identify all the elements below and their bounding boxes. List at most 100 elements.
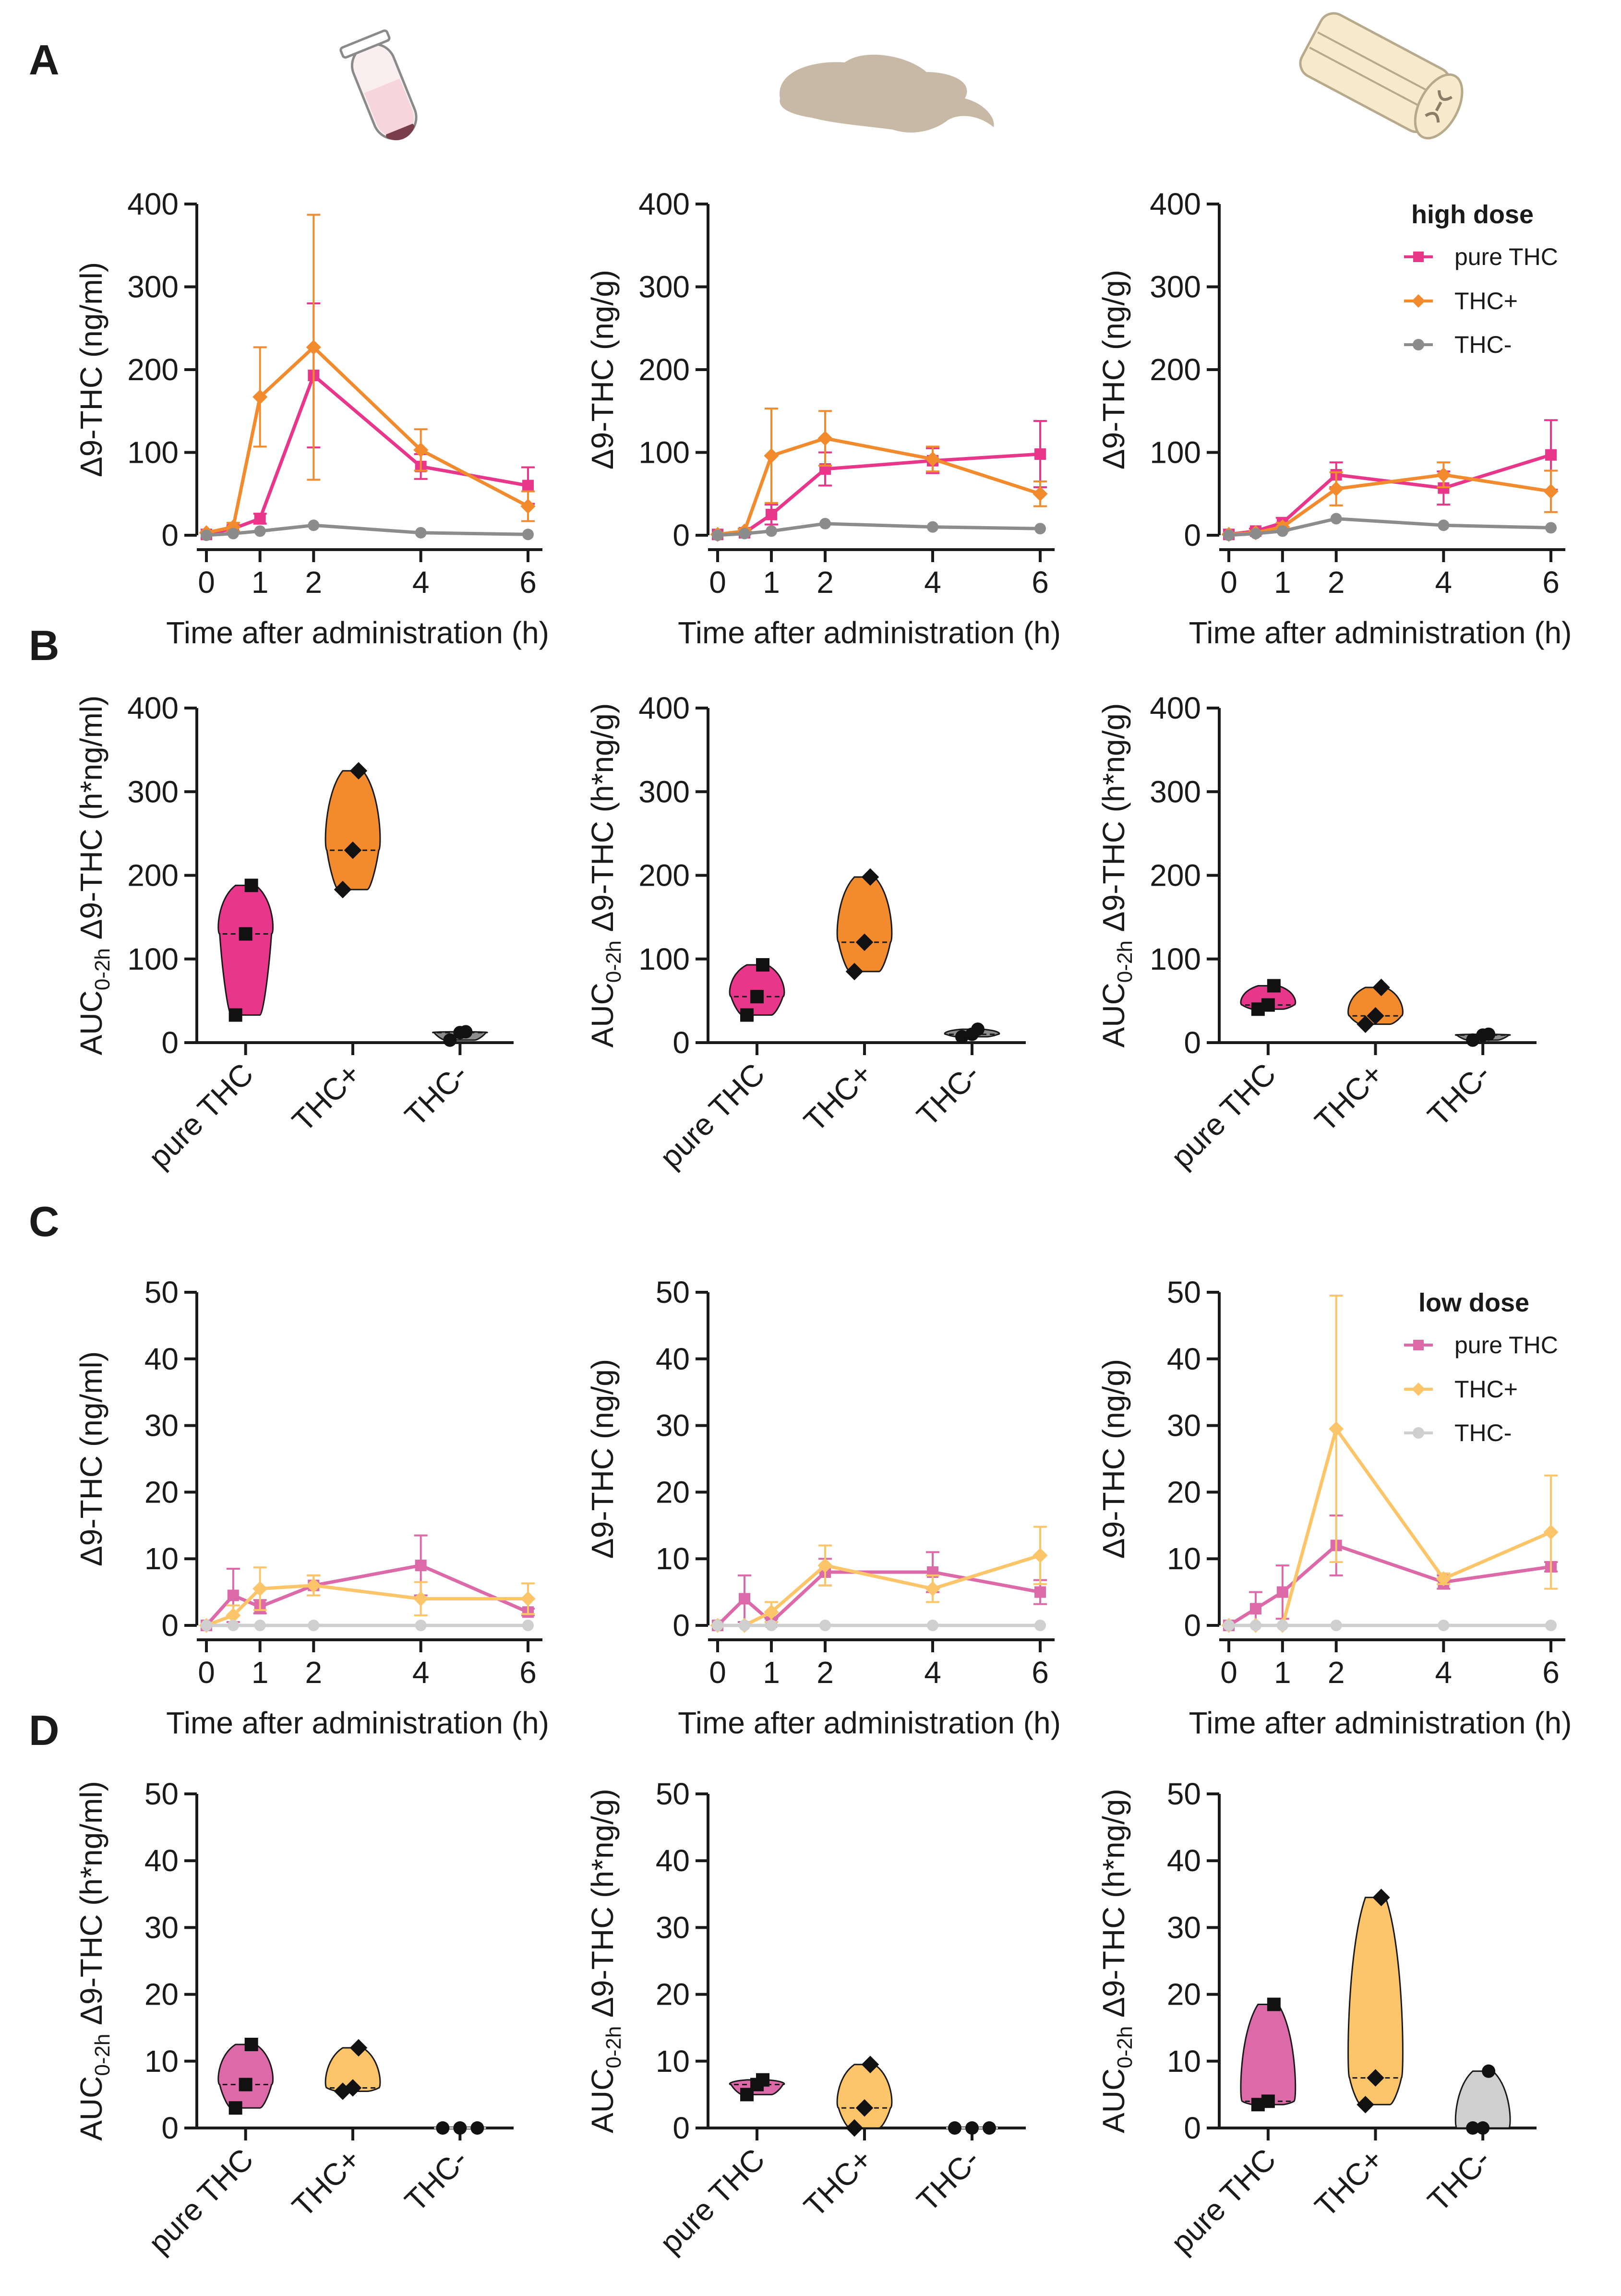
x-tick-label: THC- — [910, 1057, 986, 1133]
data-point — [344, 2079, 362, 2097]
y-tick-label: 20 — [1167, 1475, 1201, 1509]
data-point — [1330, 1620, 1342, 1631]
x-tick-label: 4 — [1435, 565, 1453, 600]
y-tick-label: 0 — [672, 1025, 690, 1060]
data-point — [1261, 998, 1275, 1012]
series-thc-minus — [1223, 1620, 1557, 1631]
chart-A3: 0 100 200 300 400 0 1 2 4 6 Time after administrat… — [1096, 187, 1572, 650]
data-point — [415, 1620, 427, 1631]
y-tick-label: 40 — [1167, 1843, 1201, 1878]
data-point — [925, 1581, 940, 1597]
data-point — [1034, 1586, 1046, 1598]
y-tick-label: 300 — [638, 774, 690, 809]
y-tick-label: 100 — [638, 942, 690, 976]
data-point — [1367, 1007, 1384, 1025]
x-tick-label: 2 — [305, 1655, 323, 1690]
y-tick-label: 10 — [656, 1541, 690, 1576]
y-tick-label: 0 — [672, 1608, 690, 1643]
panel-label-C: C — [29, 1198, 60, 1245]
legend-marker-pure-thc — [1413, 252, 1424, 262]
chart-A1: 0 100 200 300 400 0 1 2 4 6 Time after administrat… — [74, 187, 549, 650]
x-tick-label: 2 — [817, 565, 834, 600]
y-tick-label: 50 — [656, 1777, 690, 1811]
legend-marker-thc-plus — [1412, 294, 1425, 308]
y-tick-label: 50 — [656, 1275, 690, 1310]
y-axis-label: AUC0-2h Δ9-THC (h*ng/g) — [1096, 1789, 1137, 2133]
data-point — [1276, 1586, 1288, 1598]
data-point — [522, 1620, 534, 1631]
legend-title: high dose — [1411, 200, 1534, 229]
data-point — [1223, 529, 1235, 541]
chart-C3: 0 10 20 30 40 50 0 1 2 4 6 Time after administratio… — [1096, 1275, 1572, 1740]
tube-sediment — [386, 123, 415, 141]
brain-icon — [780, 54, 994, 133]
x-tick-label: 2 — [1328, 1655, 1345, 1690]
series-thc-minus — [1223, 513, 1557, 541]
spinal-cord-icon — [1299, 12, 1464, 140]
y-tick-label: 40 — [144, 1843, 179, 1878]
data-point — [1438, 1620, 1450, 1631]
y-axis-label: AUC0-2h Δ9-THC (h*ng/g) — [585, 703, 625, 1048]
data-point — [1367, 2069, 1384, 2087]
legend-high-dose: high dose pure THC THC+ THC- — [1404, 200, 1558, 358]
data-point — [712, 1620, 723, 1631]
y-tick-label: 400 — [127, 187, 179, 221]
y-axis-label: AUC0-2h Δ9-THC (h*ng/g) — [1096, 703, 1137, 1048]
data-point — [965, 2121, 979, 2135]
chart-A2: 0 100 200 300 400 0 1 2 4 6 Time after administrat… — [585, 187, 1061, 650]
data-point — [1466, 2121, 1480, 2135]
data-point — [1543, 1525, 1559, 1540]
legend-item-pure-thc: pure THC — [1404, 1332, 1558, 1358]
data-point — [739, 1620, 750, 1631]
y-tick-label: 0 — [161, 2111, 179, 2145]
x-tick-label: THC- — [1421, 1057, 1497, 1133]
x-tick-label: 0 — [1220, 565, 1237, 600]
x-tick-label: pure THC — [1164, 2142, 1282, 2260]
data-point — [1329, 481, 1344, 496]
data-point — [227, 528, 239, 540]
y-tick-label: 300 — [127, 270, 179, 304]
legend-marker-thc-minus — [1413, 339, 1424, 350]
y-tick-label: 400 — [1150, 691, 1201, 725]
series-thc-minus — [201, 519, 534, 541]
x-tick-label: THC- — [910, 2142, 986, 2218]
violin-thc-plus — [1347, 978, 1404, 1033]
data-point — [1436, 467, 1451, 482]
legend-item-pure-thc: pure THC — [1404, 243, 1558, 270]
x-tick-label: 0 — [198, 1655, 215, 1690]
y-tick-label: 100 — [127, 942, 179, 976]
y-tick-label: 0 — [1184, 1025, 1201, 1060]
legend-label: THC- — [1454, 1419, 1512, 1446]
y-tick-label: 100 — [638, 435, 690, 470]
data-point — [201, 529, 212, 541]
x-tick-label: pure THC — [142, 1057, 260, 1175]
plasma-tube-icon — [339, 29, 418, 141]
series-thc-minus — [712, 517, 1046, 541]
y-tick-label: 30 — [1167, 1910, 1201, 1945]
data-point — [252, 1581, 268, 1597]
data-point — [308, 1620, 320, 1631]
violin-body — [324, 2047, 381, 2092]
y-tick-label: 0 — [672, 2111, 690, 2145]
series-pure-thc — [1223, 1514, 1558, 1631]
data-point — [1249, 1603, 1261, 1615]
data-point — [1330, 513, 1342, 525]
violin-pure-thc — [729, 958, 785, 1022]
violin-thc-minus — [434, 2121, 486, 2135]
x-tick-label: 0 — [709, 565, 726, 600]
data-point — [228, 2101, 242, 2115]
chart-C1: 0 10 20 30 40 50 0 1 2 4 6 Time after administratio… — [74, 1275, 549, 1740]
data-point — [1223, 1620, 1235, 1631]
y-tick-label: 200 — [1150, 858, 1201, 893]
data-point — [819, 517, 831, 529]
data-point — [254, 1620, 266, 1631]
data-point — [306, 1578, 321, 1593]
y-tick-label: 30 — [1167, 1408, 1201, 1443]
series-pure-thc — [201, 302, 535, 541]
chart-D3: 0 10 20 30 40 50 pure THC THC+ THC- AUC0-2h Δ9-TH… — [1096, 1777, 1537, 2260]
y-axis-label: Δ9-THC (ng/g) — [1096, 1359, 1131, 1559]
y-tick-label: 10 — [144, 2044, 179, 2079]
data-point — [1276, 1620, 1288, 1631]
y-tick-label: 30 — [656, 1910, 690, 1945]
